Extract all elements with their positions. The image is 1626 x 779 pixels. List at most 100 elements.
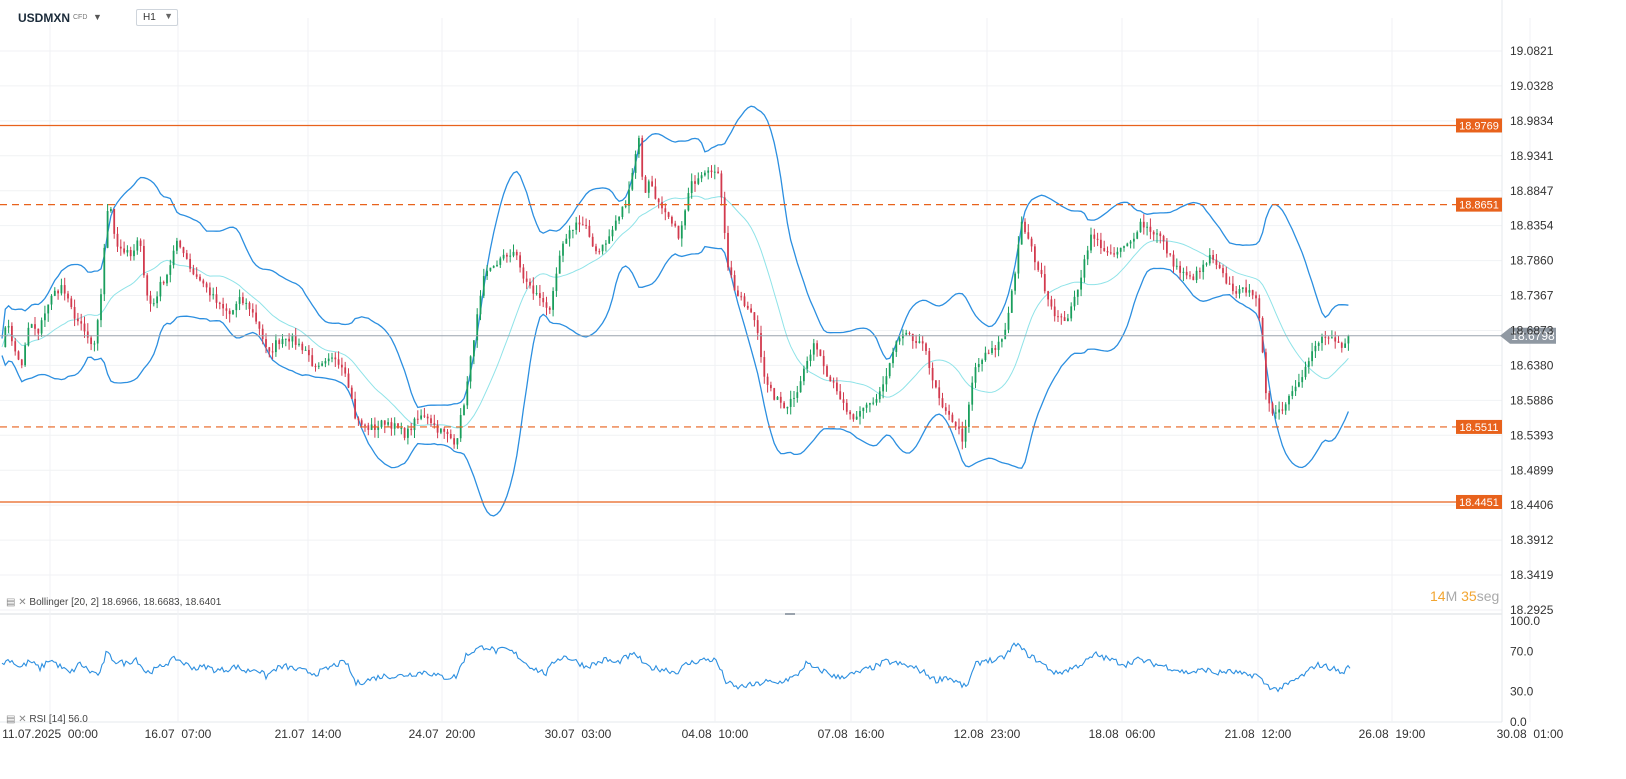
candle [1212, 250, 1214, 264]
time-tick-label: 30.07 03:00 [545, 727, 612, 741]
candle [30, 323, 33, 328]
candle [304, 346, 307, 351]
candle [298, 338, 300, 347]
candle [941, 392, 944, 409]
candle [1241, 287, 1244, 293]
candle [902, 329, 904, 346]
candle [215, 286, 218, 309]
horizontal-levels[interactable]: 18.9769 18.8651 18.5511 18.4451 [0, 118, 1502, 509]
candle [618, 215, 620, 225]
candle [855, 410, 858, 421]
timeframe-select[interactable]: H1 ▼ [136, 9, 178, 26]
price-level[interactable]: 18.4451 [0, 494, 1502, 509]
candle [397, 423, 399, 429]
candle [258, 321, 261, 335]
candle [664, 203, 667, 221]
candle [684, 209, 686, 230]
candle [195, 267, 198, 280]
bollinger-name: Bollinger [29, 597, 69, 608]
price-level[interactable]: 18.5511 [0, 419, 1502, 434]
price-axis[interactable]: 19.0821 19.0328 18.9834 18.9341 18.8847 18.83… [1510, 44, 1554, 617]
close-icon[interactable]: ✕ [18, 597, 27, 608]
candle [964, 419, 967, 448]
candle [60, 278, 63, 296]
candle [849, 409, 851, 420]
candle [182, 246, 185, 258]
symbol-name[interactable]: USDMXN [18, 11, 71, 25]
candle [971, 376, 974, 411]
candle [737, 285, 739, 297]
candle [948, 404, 950, 421]
candle [449, 429, 452, 440]
candle [53, 287, 56, 297]
candle [515, 249, 518, 261]
candle [1255, 291, 1257, 307]
candle [720, 170, 723, 206]
candle [83, 316, 86, 338]
candle [426, 413, 429, 425]
candle [1156, 229, 1158, 243]
candle [370, 418, 373, 431]
candle [852, 413, 855, 422]
candle [278, 338, 281, 350]
candle [1047, 290, 1049, 307]
candle [1344, 338, 1346, 348]
candle [199, 274, 201, 282]
candle [479, 290, 482, 321]
candle [786, 406, 789, 415]
price-level[interactable]: 18.9769 [0, 118, 1502, 133]
bollinger-lower-band [1, 245, 1349, 517]
candle [832, 377, 835, 389]
candle [1235, 286, 1238, 299]
candle [96, 318, 99, 351]
candle [657, 197, 660, 209]
candle [968, 401, 970, 433]
candle [321, 360, 323, 367]
candle [499, 256, 502, 268]
candle [1103, 240, 1106, 252]
settings-icon[interactable]: ▤ [6, 597, 16, 608]
candle [819, 349, 822, 357]
countdown-seconds: 35 [1461, 588, 1477, 604]
rsi-line [1, 642, 1351, 693]
candle [185, 249, 188, 260]
price-level[interactable]: 18.8651 [0, 197, 1502, 212]
candle [1057, 310, 1059, 323]
timeframe-label: H1 [143, 12, 156, 23]
candle [294, 328, 297, 350]
bollinger-bands [1, 105, 1349, 517]
price-tick-label: 18.4899 [1510, 463, 1554, 477]
countdown-minutes: 14 [1430, 588, 1446, 604]
candle [463, 403, 465, 416]
candle [908, 331, 911, 337]
level-price-label: 18.5511 [1460, 422, 1499, 434]
candle [506, 252, 508, 263]
candle [572, 229, 574, 239]
candle [723, 191, 726, 240]
candle [1106, 246, 1109, 256]
candle [136, 237, 139, 255]
candle [281, 334, 284, 348]
candle [961, 421, 964, 450]
settings-icon[interactable]: ▤ [6, 714, 16, 725]
candle [614, 215, 617, 231]
candle [205, 281, 208, 293]
candle [1086, 245, 1089, 266]
time-axis[interactable]: 11.07.2025 00:00 16.07 07:00 21.07 14:00 24… [2, 727, 1564, 741]
candle [129, 246, 132, 261]
candle [1337, 335, 1340, 343]
candle [760, 325, 762, 363]
candle [1076, 289, 1079, 305]
candle [1024, 218, 1026, 235]
rsi-tick-label: 100.0 [1510, 614, 1540, 628]
chevron-down-icon[interactable]: ▼ [93, 12, 102, 22]
candle [872, 397, 875, 406]
candle [192, 264, 195, 276]
candle [641, 135, 644, 181]
candle [1185, 266, 1188, 280]
candle [24, 342, 26, 367]
candle [1340, 341, 1343, 353]
candle [895, 340, 898, 357]
close-icon[interactable]: ✕ [18, 714, 27, 725]
